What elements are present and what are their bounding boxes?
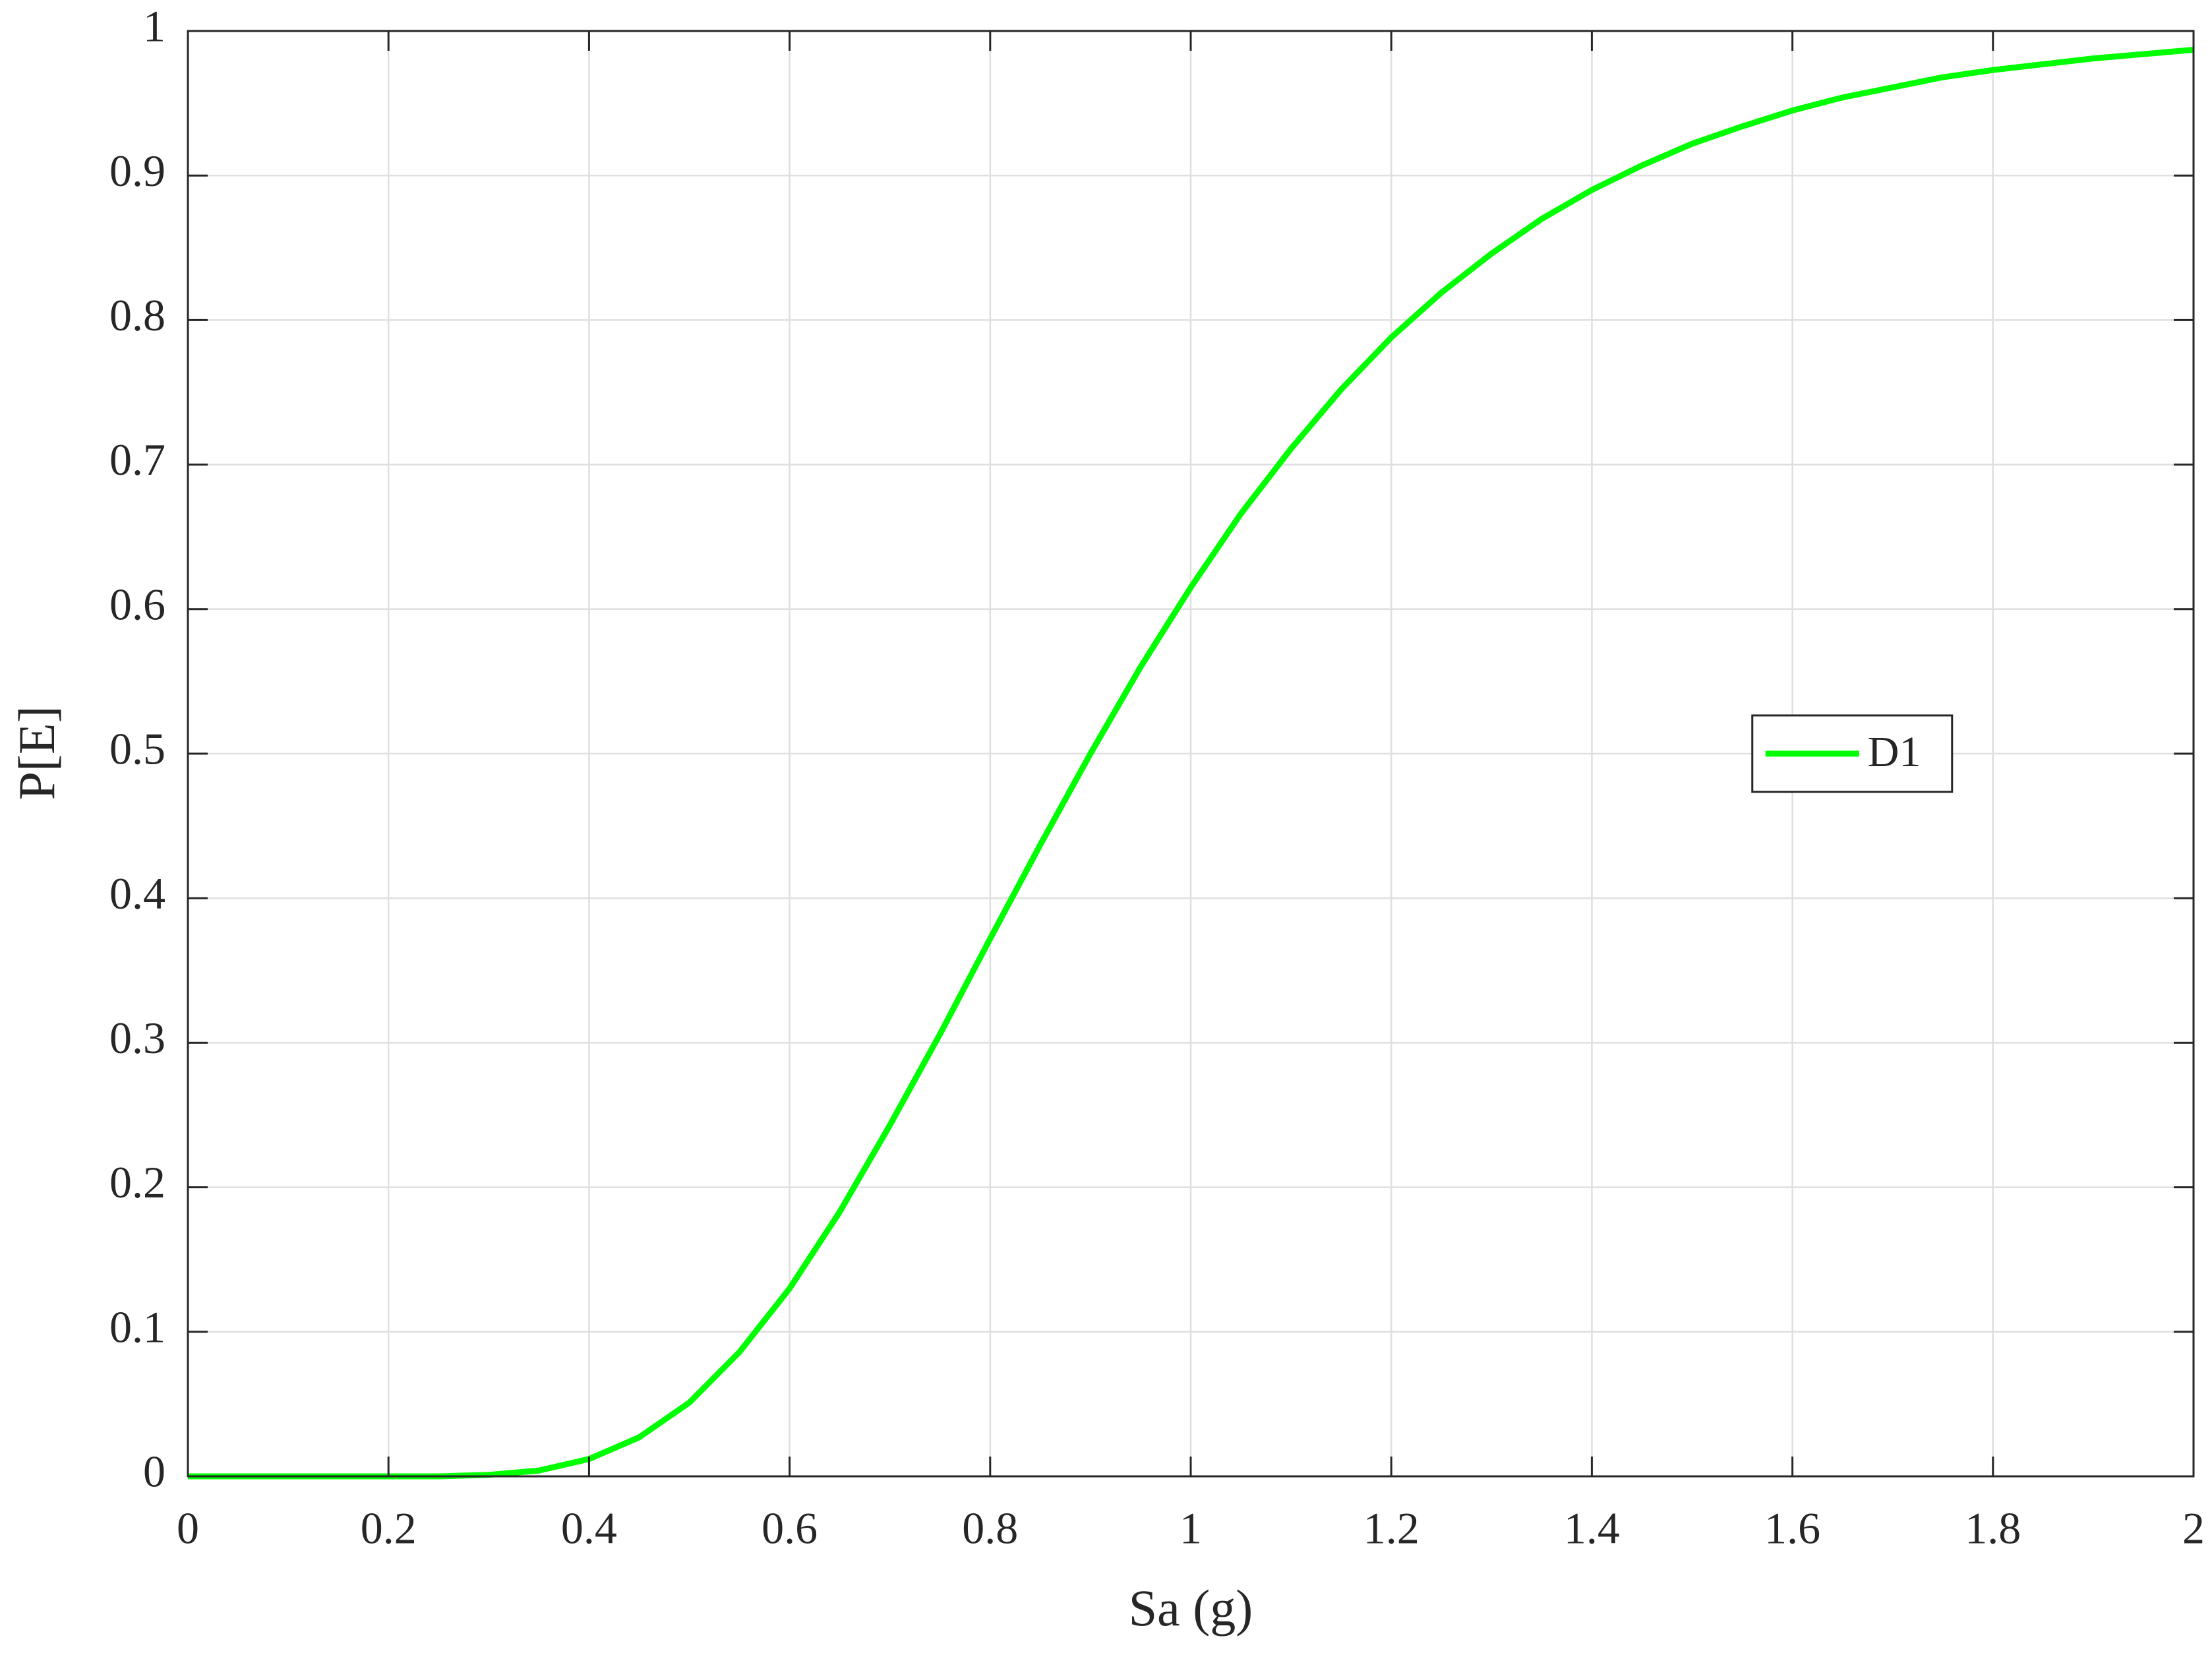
x-tick-label: 1 bbox=[1180, 1503, 1202, 1553]
x-tick-label: 0.4 bbox=[561, 1503, 617, 1553]
legend-label: D1 bbox=[1868, 728, 1921, 776]
y-tick-label: 0.7 bbox=[109, 435, 165, 485]
x-tick-label: 1.4 bbox=[1564, 1503, 1620, 1553]
data-line bbox=[188, 47, 2194, 1480]
y-tick-label: 0.6 bbox=[109, 579, 165, 629]
y-tick-label: 0 bbox=[143, 1447, 165, 1497]
y-tick-label: 0.1 bbox=[109, 1302, 165, 1352]
y-tick-label: 0.2 bbox=[109, 1157, 165, 1207]
y-tick-label: 0.3 bbox=[109, 1013, 165, 1063]
x-tick-label: 1.8 bbox=[1965, 1503, 2021, 1553]
x-tick-label: 0.8 bbox=[962, 1503, 1018, 1553]
y-tick-label: 0.9 bbox=[109, 146, 165, 196]
x-tick-label: 2 bbox=[2182, 1503, 2205, 1553]
y-tick-label: 0.8 bbox=[109, 290, 165, 340]
y-tick-label: 0.5 bbox=[109, 724, 165, 774]
y-axis-label: P[E] bbox=[8, 706, 65, 800]
x-tick-label: 1.6 bbox=[1764, 1503, 1820, 1553]
x-axis-label: Sa (g) bbox=[1129, 1579, 1253, 1637]
x-tick-label: 0 bbox=[177, 1503, 199, 1553]
x-tick-label: 0.6 bbox=[762, 1503, 818, 1553]
y-tick-label: 1 bbox=[143, 1, 165, 51]
x-tick-label: 1.2 bbox=[1363, 1503, 1420, 1553]
x-tick-label: 0.2 bbox=[361, 1503, 417, 1553]
y-tick-label: 0.4 bbox=[109, 868, 165, 919]
